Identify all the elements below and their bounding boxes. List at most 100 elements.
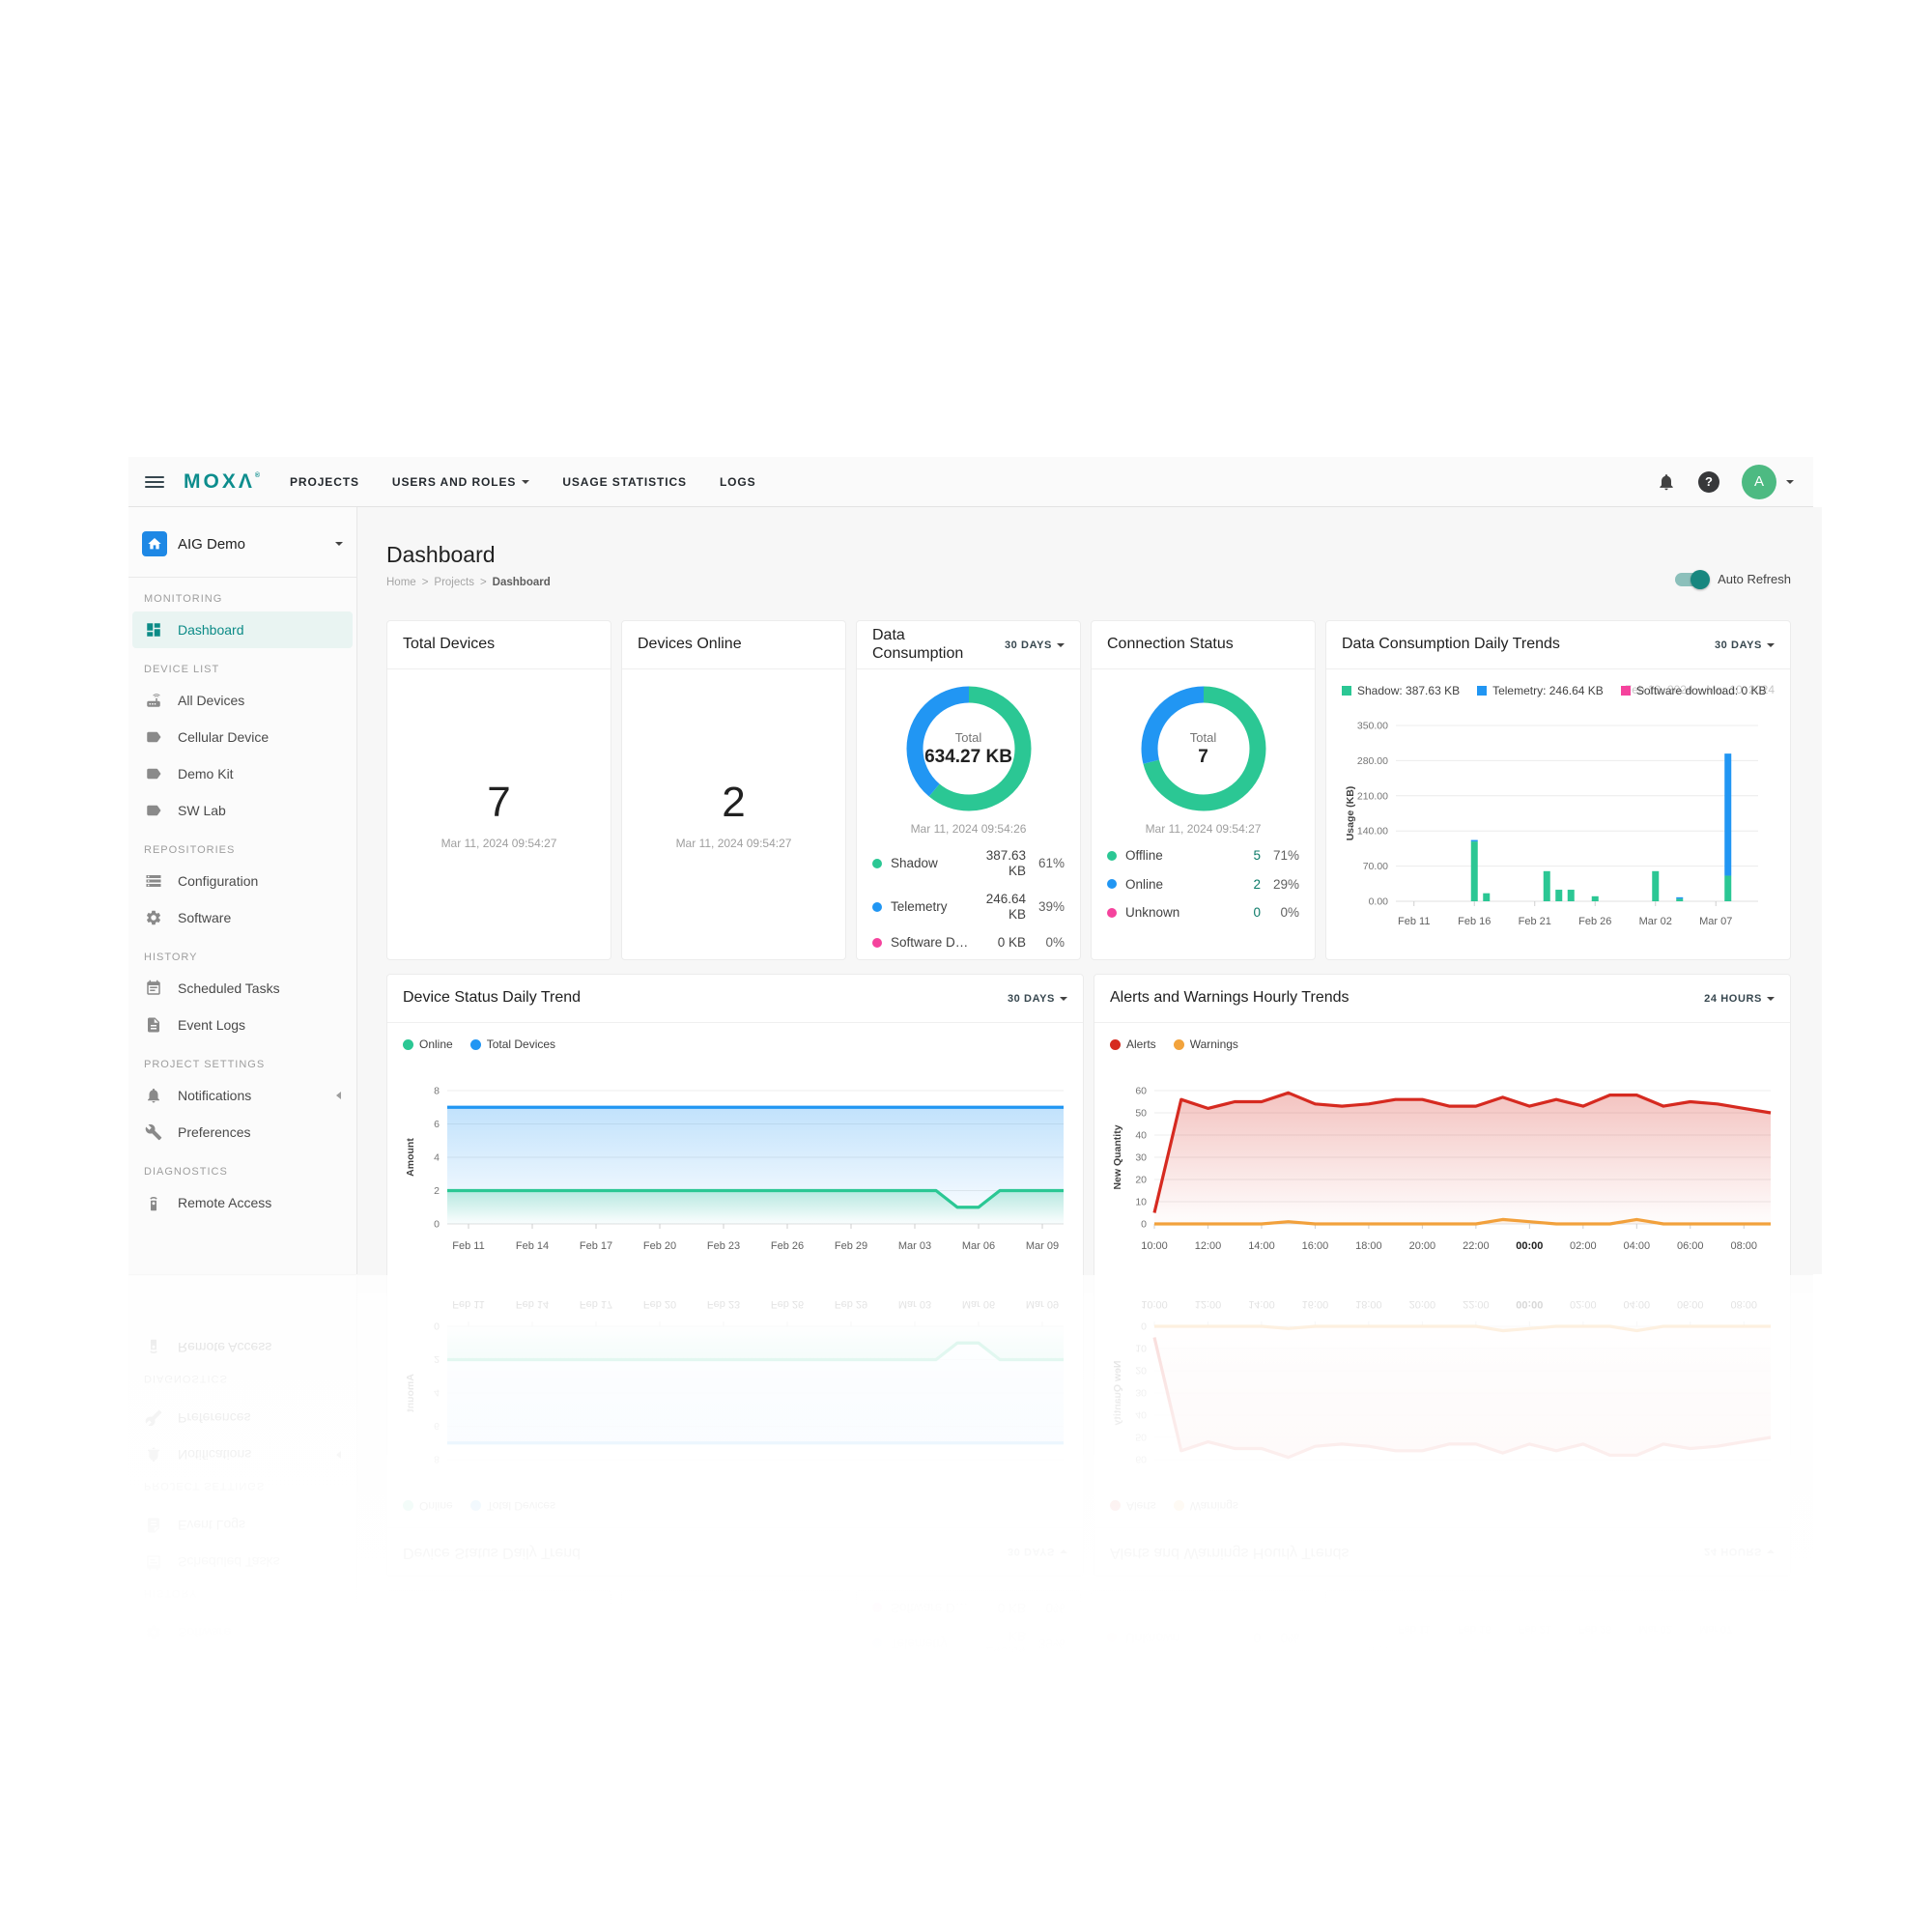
account-menu[interactable]: A: [1742, 464, 1794, 499]
data-consumption-daily-trends-card: Data Consumption Daily Trends 30 DAYS Fe…: [1325, 620, 1791, 960]
sidebar-item-cellular-device[interactable]: Cellular Device: [132, 719, 353, 755]
router-icon: [144, 691, 163, 710]
legend-dot: [1107, 850, 1117, 861]
sidebar-item-remote-access[interactable]: Remote Access: [132, 1184, 353, 1221]
legend-swatch: [1620, 686, 1631, 696]
legend-item-telemetry[interactable]: Telemetry: 246.64 KB: [1477, 684, 1604, 697]
svg-text:Mar 02: Mar 02: [1639, 1623, 1672, 1634]
svg-text:2: 2: [434, 1185, 440, 1197]
svg-text:22:00: 22:00: [1463, 1298, 1490, 1310]
svg-text:20: 20: [1135, 1365, 1147, 1377]
legend-row-offline[interactable]: Offline 5 71%: [1105, 841, 1301, 870]
svg-text:Feb 11: Feb 11: [1398, 1623, 1430, 1634]
legend-item-software-download[interactable]: Software download: 0 KB: [1620, 684, 1767, 697]
svg-text:22:00: 22:00: [1463, 1240, 1490, 1252]
top-nav: MOXΛ ® PROJECTS USERS AND ROLES USAGE ST…: [128, 457, 1813, 507]
moxa-logo: MOXΛ ®: [184, 470, 260, 494]
svg-text:12:00: 12:00: [1195, 1240, 1222, 1252]
svg-text:06:00: 06:00: [1677, 1240, 1704, 1252]
svg-text:8: 8: [434, 1454, 440, 1465]
sidebar-item-demo-kit[interactable]: Demo Kit: [132, 755, 353, 792]
svg-text:Feb 11: Feb 11: [452, 1240, 484, 1252]
svg-text:Feb 21: Feb 21: [1519, 916, 1551, 927]
svg-text:Feb 14: Feb 14: [516, 1240, 549, 1252]
nav-item-usage-statistics[interactable]: USAGE STATISTICS: [562, 474, 687, 489]
svg-text:210.00: 210.00: [1357, 1748, 1388, 1760]
chevron-down-icon: [1060, 996, 1067, 1001]
auto-refresh-toggle[interactable]: [1675, 569, 1711, 589]
app-body: AIG Demo MONITORING Dashboard DEVICE LIS…: [128, 507, 1822, 1285]
help-icon[interactable]: ?: [1698, 470, 1719, 493]
svg-text:0: 0: [434, 1219, 440, 1231]
svg-text:Feb 20: Feb 20: [643, 1240, 676, 1252]
svg-text:Feb 17: Feb 17: [580, 1240, 612, 1252]
avatar[interactable]: A: [1742, 464, 1776, 499]
bell-icon[interactable]: [1657, 472, 1676, 492]
svg-text:10:00: 10:00: [1141, 1240, 1168, 1252]
breadcrumb-home[interactable]: Home: [386, 577, 416, 588]
section-title-project-settings: PROJECT SETTINGS: [144, 1059, 266, 1070]
svg-text:210.00: 210.00: [1357, 790, 1388, 802]
menu-icon[interactable]: [145, 473, 164, 491]
svg-text:0.00: 0.00: [1369, 1643, 1389, 1655]
legend-item-shadow[interactable]: Shadow: 387.63 KB: [1342, 684, 1460, 697]
timestamp: Mar 11, 2024 09:54:27: [675, 837, 792, 850]
section-title-diagnostics: DIAGNOSTICS: [144, 1166, 228, 1178]
reflection: MOXΛ ® PROJECTS USERS AND ROLES USAGE ST…: [128, 1275, 1813, 1893]
card-title: Data Consumption: [872, 627, 964, 662]
svg-text:70.00: 70.00: [1363, 861, 1388, 872]
card-title: Devices Online: [638, 636, 742, 653]
svg-text:00:00: 00:00: [1516, 1298, 1543, 1310]
sidebar-item-notifications[interactable]: Notifications: [132, 1077, 353, 1114]
range-dropdown[interactable]: 30 DAYS: [1005, 639, 1065, 651]
svg-text:4: 4: [434, 1387, 440, 1399]
sidebar-item-software[interactable]: Software: [132, 899, 353, 936]
legend-item-warnings[interactable]: Warnings: [1173, 1037, 1238, 1051]
svg-text:12:00: 12:00: [1195, 1298, 1222, 1310]
chevron-left-icon[interactable]: [336, 1092, 341, 1099]
legend-item-total-devices[interactable]: Total Devices: [469, 1037, 555, 1051]
project-selector[interactable]: AIG Demo: [128, 523, 356, 565]
chevron-down-icon: [1057, 642, 1065, 647]
nav-item-projects[interactable]: PROJECTS: [290, 474, 359, 489]
nav-item-logs[interactable]: LOGS: [719, 474, 756, 489]
breadcrumb-separator: >: [479, 577, 487, 588]
connection-status-card: Connection Status Total 7 Mar 11, 2024 0…: [1091, 620, 1316, 960]
svg-text:Mar 09: Mar 09: [1026, 1298, 1059, 1310]
legend-item-alerts[interactable]: Alerts: [1110, 1037, 1156, 1051]
data-consumption-card: Data Consumption 30 DAYS Total 634.27 KB: [856, 620, 1081, 960]
legend-item-online[interactable]: Online: [403, 1037, 453, 1051]
page-title: Dashboard: [386, 542, 496, 567]
legend-row-online[interactable]: Online 2 29%: [1105, 870, 1301, 899]
legend-row-telemetry[interactable]: Telemetry 246.64 KB 39%: [870, 885, 1066, 928]
sidebar-item-configuration[interactable]: Configuration: [132, 863, 353, 899]
legend-dot: [469, 1038, 481, 1050]
chevron-down-icon: [335, 542, 343, 546]
remote-control-icon: [144, 1193, 163, 1212]
sidebar-item-event-logs[interactable]: Event Logs: [132, 1007, 353, 1043]
legend-row-software-download[interactable]: Software Do... 0 KB 0%: [870, 928, 1066, 957]
svg-text:0.00: 0.00: [1369, 896, 1389, 908]
svg-text:40: 40: [1135, 1130, 1147, 1142]
range-dropdown[interactable]: 24 HOURS: [1704, 993, 1775, 1005]
svg-text:Feb 17: Feb 17: [580, 1298, 612, 1310]
legend-row-shadow[interactable]: Shadow 387.63 KB 61%: [870, 841, 1066, 885]
device-status-line-chart: 0 2 4 6 8 Feb 11 Feb 14 Feb 17 Feb 20 Feb 23 Feb 2…: [405, 1086, 1064, 1252]
sidebar-item-all-devices[interactable]: All Devices: [132, 682, 353, 719]
timestamp: Mar 11, 2024 09:54:27: [1145, 822, 1262, 836]
range-dropdown[interactable]: 30 DAYS: [1715, 639, 1775, 651]
svg-text:20: 20: [1135, 1175, 1147, 1186]
svg-text:0: 0: [1141, 1321, 1147, 1332]
project-name: AIG Demo: [178, 535, 246, 553]
sidebar-item-dashboard[interactable]: Dashboard: [132, 611, 353, 648]
sidebar-item-sw-lab[interactable]: SW Lab: [132, 792, 353, 829]
sidebar-item-scheduled-tasks[interactable]: Scheduled Tasks: [132, 970, 353, 1007]
svg-text:08:00: 08:00: [1730, 1298, 1757, 1310]
nav-item-users-and-roles[interactable]: USERS AND ROLES: [376, 466, 546, 498]
legend-row-unknown[interactable]: Unknown 0 0%: [1105, 898, 1301, 927]
range-dropdown[interactable]: 30 DAYS: [1008, 993, 1067, 1005]
sidebar-item-preferences[interactable]: Preferences: [132, 1114, 353, 1151]
svg-text:Mar 03: Mar 03: [898, 1298, 931, 1310]
breadcrumb-projects[interactable]: Projects: [434, 577, 474, 588]
